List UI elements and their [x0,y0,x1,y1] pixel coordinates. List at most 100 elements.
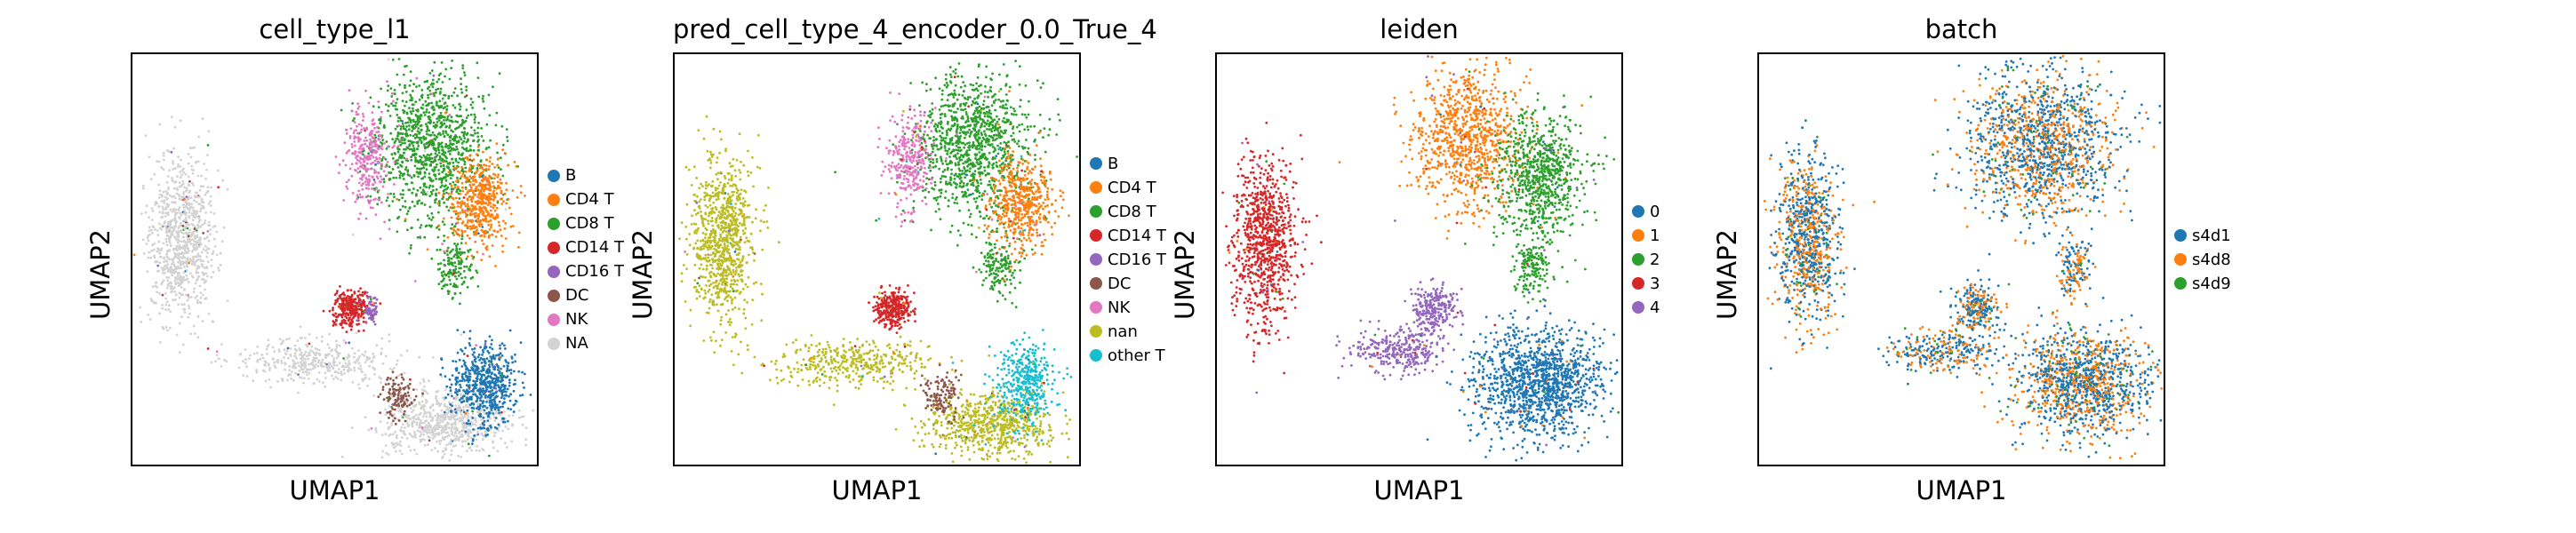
scatter-point [470,189,473,193]
scatter-point [161,304,164,306]
scatter-point [392,193,396,195]
scatter-point [495,213,499,217]
scatter-point [172,209,176,212]
scatter-point [422,139,425,143]
scatter-point [360,124,364,127]
scatter-point [447,171,451,174]
scatter-point [401,174,404,178]
scatter-point [356,197,359,201]
scatter-point [388,219,391,222]
scatter-point [311,359,315,362]
scatter-point [443,259,445,262]
scatter-point [401,160,404,163]
scatter-point [476,367,480,370]
scatter-point [425,415,428,418]
scatter-point [363,300,366,304]
scatter-point [487,454,491,457]
scatter-point [428,439,431,442]
scatter-point [492,189,495,193]
scatter-point [500,437,502,440]
scatter-point [443,398,446,402]
scatter-point [490,426,492,429]
scatter-point [370,143,372,146]
scatter-point [356,107,360,110]
scatter-point [471,353,475,356]
scatter-point [185,269,188,272]
scatter-point [412,435,414,439]
scatter-point [436,440,438,443]
scatter-point [215,230,219,234]
scatter-point [413,164,417,168]
scatter-point [499,405,502,409]
scatter-point [478,208,481,211]
scatter-point [362,119,364,122]
scatter-point [349,304,353,307]
scatter-point [310,361,314,364]
scatter-point [403,413,405,416]
scatter-point [363,139,366,142]
scatter-point [382,398,386,402]
scatter-point [476,145,480,148]
scatter-point [244,362,247,365]
scatter-point [333,303,337,306]
scatter-point [201,201,204,204]
scatter-point [201,278,204,282]
scatter-point [183,227,187,231]
scatter-point [437,434,440,436]
scatter-point [201,263,204,266]
point-cluster-cd16-t [359,291,379,326]
scatter-point [182,212,186,215]
scatter-point [326,343,330,346]
scatter-point [474,208,477,211]
scatter-point [466,422,469,426]
scatter-point [481,434,484,436]
scatter-point [177,282,180,285]
scatter-point [440,375,444,378]
scatter-point [474,418,477,421]
scatter-point [200,204,204,207]
scatter-point [460,88,463,91]
scatter-point [334,155,338,158]
scatter-point [202,259,205,263]
scatter-point [417,416,420,419]
scatter-point [343,358,347,362]
scatter-point [372,105,375,108]
scatter-point [442,132,444,135]
scatter-point [460,83,462,85]
scatter-point [357,123,361,126]
scatter-point [300,359,304,362]
scatter-point [431,437,435,440]
scatter-point [465,212,468,216]
scatter-point [451,138,454,140]
scatter-point [401,91,404,95]
scatter-point [428,154,431,157]
scatter-point [210,264,213,267]
scatter-point [454,398,458,401]
scatter-point [191,259,195,263]
scatter-point [321,358,324,362]
scatter-point [489,417,492,420]
scatter-point [435,155,437,158]
scatter-point [162,269,164,272]
scatter-point [445,443,448,447]
scatter-point [198,219,202,222]
scatter-point [265,347,268,351]
scatter-point [172,271,176,274]
scatter-point [156,290,159,294]
scatter-point [471,347,474,351]
scatter-point [172,298,175,301]
scatter-point [395,436,398,440]
scatter-point [349,309,352,313]
scatter-point [483,233,486,235]
scatter-point [209,233,212,236]
scatter-point [423,171,427,174]
scatter-point [485,158,489,162]
scatter-point [397,383,400,386]
scatter-point [471,195,474,199]
scatter-point [487,220,491,223]
scatter-point [198,195,202,199]
scatter-point [504,390,508,394]
scatter-point [392,176,396,179]
scatter-point [338,294,341,298]
scatter-point [436,147,440,150]
